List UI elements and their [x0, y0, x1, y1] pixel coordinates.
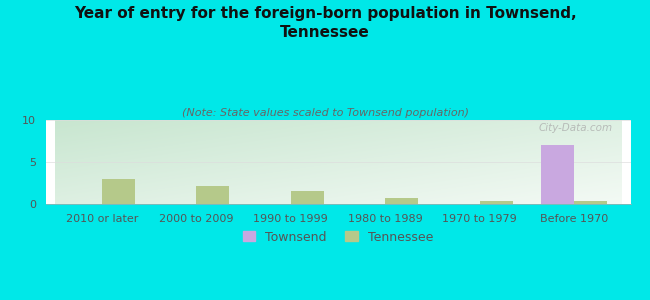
Text: Year of entry for the foreign-born population in Townsend,
Tennessee: Year of entry for the foreign-born popul…: [73, 6, 577, 40]
Bar: [574, 201, 607, 204]
Legend: Townsend, Tennessee: Townsend, Tennessee: [237, 224, 439, 250]
Text: (Note: State values scaled to Townsend population): (Note: State values scaled to Townsend p…: [181, 108, 469, 118]
Text: City-Data.com: City-Data.com: [539, 122, 613, 133]
Bar: [291, 191, 324, 204]
Bar: [196, 185, 229, 204]
Bar: [541, 145, 574, 204]
Bar: [102, 179, 135, 204]
Bar: [480, 201, 513, 204]
Bar: [385, 198, 418, 204]
